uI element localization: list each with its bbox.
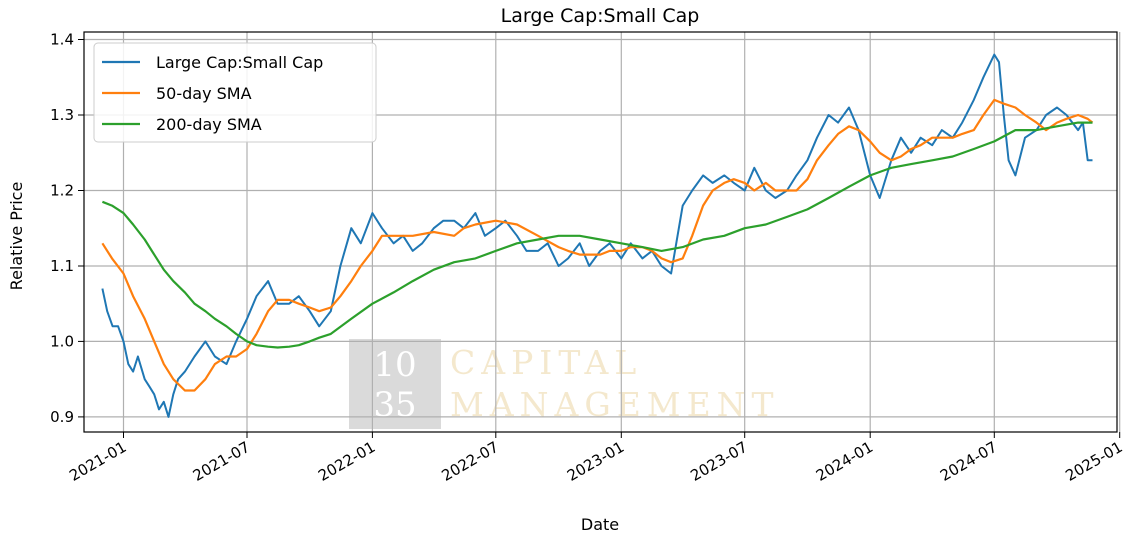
y-tick-label: 1.2 xyxy=(50,182,74,200)
series-layer xyxy=(101,53,1094,418)
watermark-line1: CAPITAL xyxy=(450,343,642,382)
y-axis-label: Relative Price xyxy=(7,182,26,291)
watermark-box-bottom: 35 xyxy=(373,385,416,425)
x-axis-label: Date xyxy=(581,515,619,534)
watermark-line2: MANAGEMENT xyxy=(450,385,780,424)
x-tick-label: 2022-01 xyxy=(315,438,378,485)
y-tick-label: 1.4 xyxy=(50,31,74,49)
x-axis: 2021-01 2021-07 2022-01 2022-07 2023-01 2023-… xyxy=(66,432,1126,485)
plot-frame xyxy=(83,31,1118,433)
legend: Large Cap:Small Cap 50-day SMA 200-day S… xyxy=(93,42,377,143)
x-tick-label: 2024-07 xyxy=(937,438,1000,485)
legend-label-sma50: 50-day SMA xyxy=(156,84,252,103)
watermark-box-top: 10 xyxy=(373,345,416,385)
series-line-large-small xyxy=(101,53,1093,418)
x-tick-label: 2025-01 xyxy=(1062,438,1125,485)
legend-label-sma200: 200-day SMA xyxy=(156,115,262,134)
chart-title: Large Cap:Small Cap xyxy=(501,5,700,27)
y-axis: 0.9 1.0 1.1 1.2 1.3 1.4 xyxy=(50,31,84,426)
x-tick-label: 2021-07 xyxy=(190,438,253,485)
x-tick-label: 2022-07 xyxy=(439,438,502,485)
y-tick-label: 1.0 xyxy=(50,332,74,350)
y-tick-label: 1.1 xyxy=(50,257,74,275)
watermark: 10 35 CAPITAL MANAGEMENT xyxy=(349,339,780,429)
legend-label-large-small: Large Cap:Small Cap xyxy=(156,53,323,72)
series-line-sma200 xyxy=(101,121,1093,349)
x-tick-label: 2023-07 xyxy=(687,438,750,485)
x-tick-label: 2023-01 xyxy=(564,438,627,485)
y-tick-label: 1.3 xyxy=(50,106,74,124)
y-tick-label: 0.9 xyxy=(50,408,74,426)
x-tick-label: 2024-01 xyxy=(813,438,876,485)
legend-box xyxy=(93,42,377,143)
x-tick-label: 2021-01 xyxy=(66,438,129,485)
watermark-box xyxy=(349,339,441,429)
